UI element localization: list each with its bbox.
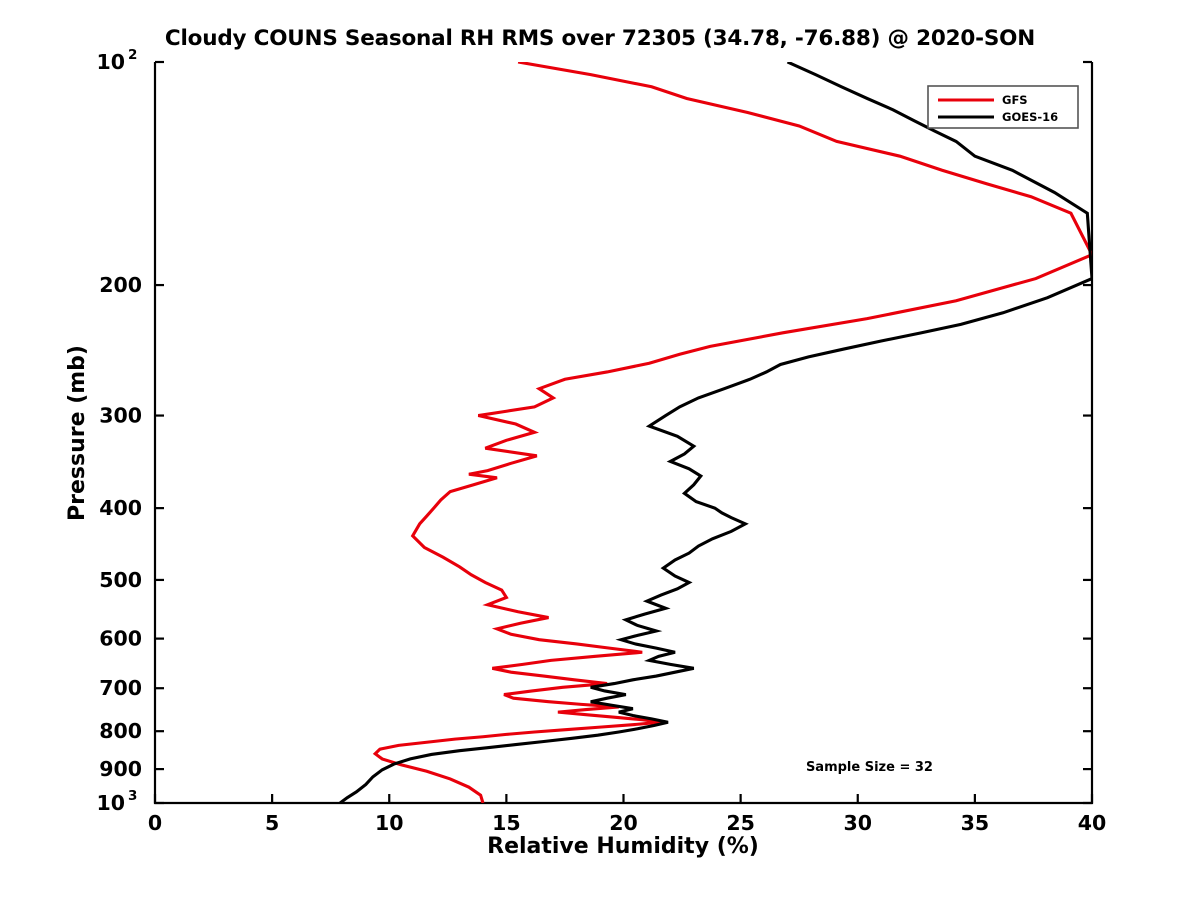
x-tick-label: 15 (492, 811, 521, 835)
legend-label-gfs: GFS (1002, 93, 1028, 107)
y-tick-label: 500 (99, 568, 142, 592)
y-tick-label: 900 (99, 757, 142, 781)
x-tick-label: 20 (609, 811, 638, 835)
y-tick-label: 600 (99, 627, 142, 651)
data-series-group (339, 62, 1092, 803)
annotations-group: Sample Size = 32 (806, 760, 933, 775)
axes-group (153, 60, 1094, 805)
x-tick-label: 25 (726, 811, 755, 835)
y-axis-label: Pressure (mb) (65, 345, 90, 521)
sample-size-annotation: Sample Size = 32 (806, 760, 933, 775)
y-tick-label: 10 (96, 791, 125, 815)
x-tick-label: 30 (843, 811, 872, 835)
legend-box (927, 85, 1079, 129)
x-axis-label: Relative Humidity (%) (487, 834, 759, 859)
x-tick-label: 10 (375, 811, 404, 835)
series-line-gfs (372, 62, 1092, 803)
x-tick-labels: 0 5 10 15 20 25 30 35 40 (148, 811, 1106, 835)
y-tick-label: 300 (99, 404, 142, 428)
y-tick-label: 200 (99, 273, 142, 297)
y-tick-label: 10 (96, 50, 125, 74)
y-tick-label: 400 (99, 496, 142, 520)
legend-label-goes-16: GOES-16 (1002, 110, 1058, 124)
x-tick-label: 40 (1078, 811, 1107, 835)
x-tick-label: 5 (265, 811, 279, 835)
x-tick-label: 35 (961, 811, 990, 835)
y-tick-label-exponent: 3 (128, 788, 137, 804)
chart-title: Cloudy COUNS Seasonal RH RMS over 72305 … (164, 26, 1036, 51)
y-tick-label: 800 (99, 719, 142, 743)
x-tick-label: 0 (148, 811, 162, 835)
legend: GFS GOES-16 (927, 85, 1079, 129)
y-tick-label-exponent: 2 (128, 47, 137, 63)
series-line-goes-16 (339, 62, 1092, 803)
y-tick-label: 700 (99, 676, 142, 700)
